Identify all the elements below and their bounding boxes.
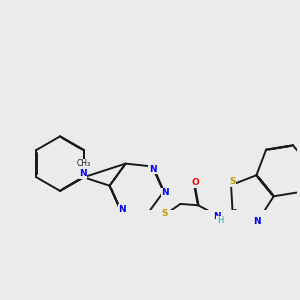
Text: N: N	[253, 218, 261, 226]
Text: N: N	[118, 205, 126, 214]
Text: CH₃: CH₃	[76, 159, 91, 168]
Text: N: N	[213, 212, 221, 221]
Text: N: N	[149, 165, 157, 174]
Text: O: O	[191, 178, 199, 187]
Text: H: H	[217, 216, 223, 225]
Text: N: N	[161, 188, 169, 197]
Text: S: S	[162, 209, 168, 218]
Text: N: N	[79, 169, 87, 178]
Text: S: S	[229, 177, 236, 186]
